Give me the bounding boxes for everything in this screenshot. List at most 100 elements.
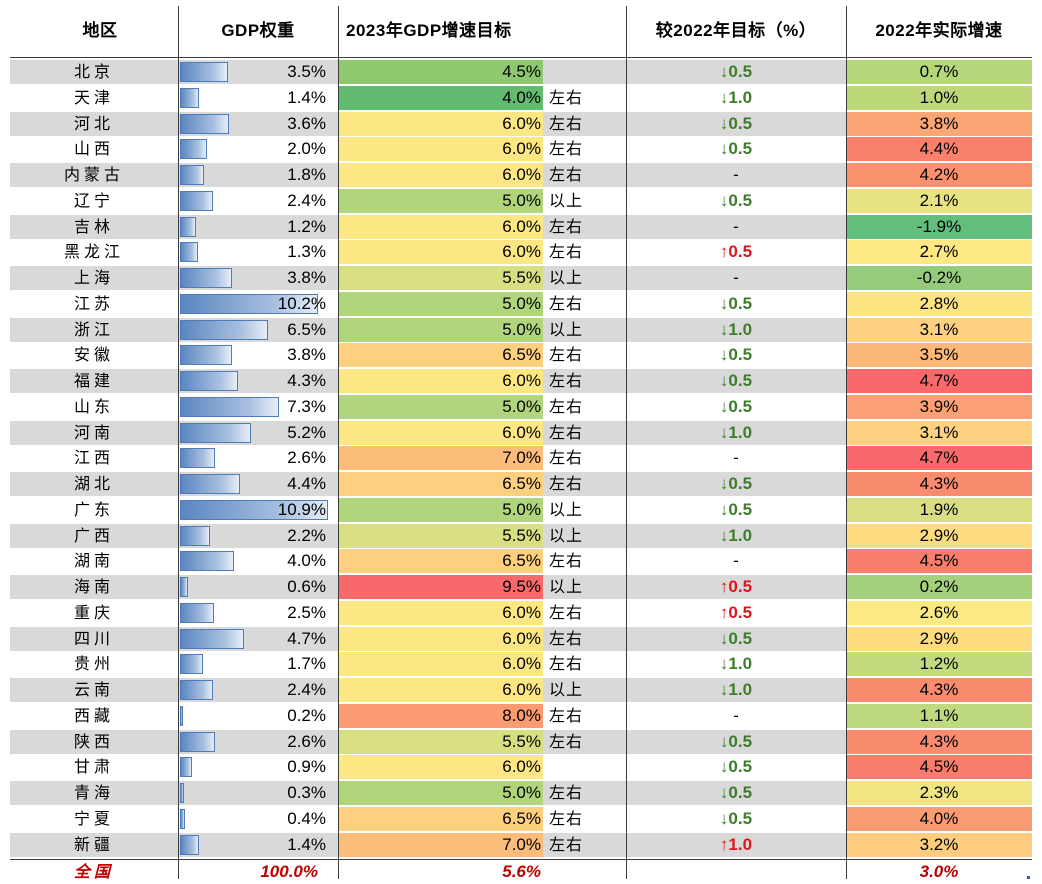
gdp-weight-cell: 4.4% (178, 472, 338, 496)
total-actual: 3.0% (919, 862, 959, 882)
change-value: 0.5 (728, 190, 753, 210)
change-vs-2022: ↓1.0 (626, 85, 846, 110)
change-vs-2022: ↓0.5 (626, 394, 846, 419)
target-qualifier: 左右 (543, 729, 626, 754)
gdp-weight-value: 1.4% (287, 87, 326, 107)
gdp-weight-value: 4.4% (287, 474, 326, 493)
region-name: 上海 (10, 266, 178, 290)
change-value: 1.0 (728, 87, 753, 107)
region-name: 北京 (10, 60, 178, 84)
change-vs-2022: ↓0.5 (626, 369, 846, 393)
change-value: - (733, 705, 739, 725)
gdp-weight-value: 1.4% (287, 834, 326, 854)
target-value: 6.0% (338, 755, 543, 780)
gdp-weight-cell: 2.0% (178, 137, 338, 162)
target-qualifier: 左右 (543, 240, 626, 265)
actual-growth-2022: -0.2% (846, 266, 1032, 290)
target-value: 6.5% (338, 806, 543, 831)
region-name: 陕西 (10, 729, 178, 754)
target-qualifier (543, 755, 626, 780)
target-qualifier: 左右 (543, 549, 626, 574)
region-name: 广东 (10, 497, 178, 522)
weight-bar (180, 757, 193, 778)
target-value: 8.0% (338, 703, 543, 728)
target-qualifier: 左右 (543, 343, 626, 368)
target-value: 6.0% (338, 163, 543, 187)
weight-bar (180, 371, 239, 391)
target-value: 6.5% (338, 549, 543, 574)
weight-bar (180, 783, 185, 803)
gdp-weight-cell: 7.3% (178, 394, 338, 419)
actual-growth-2022: 0.7% (846, 60, 1032, 84)
weight-bar (180, 680, 213, 700)
gdp-weight-cell: 1.3% (178, 240, 338, 265)
target-value: 5.0% (338, 317, 543, 342)
actual-growth-2022: 2.3% (846, 781, 1032, 805)
target-qualifier: 左右 (543, 703, 626, 728)
region-name: 河南 (10, 420, 178, 445)
weight-bar (180, 654, 204, 675)
gdp-weight-value: 3.6% (287, 113, 326, 133)
change-vs-2022: ↑0.5 (626, 600, 846, 625)
arrow-down-icon: ↓ (719, 113, 729, 133)
gdp-weight-cell: 3.5% (178, 60, 338, 84)
gdp-weight-cell: 0.2% (178, 703, 338, 728)
weight-bar (180, 190, 213, 211)
corner-marker (1027, 876, 1030, 879)
change-vs-2022: ↓0.5 (626, 291, 846, 316)
actual-growth-2022: 4.0% (846, 806, 1032, 831)
target-value: 6.0% (338, 214, 543, 239)
change-value: 0.5 (728, 602, 753, 622)
gdp-weight-cell: 4.7% (178, 626, 338, 651)
gdp-weight-cell: 3.8% (178, 266, 338, 290)
gdp-weight-cell: 5.2% (178, 420, 338, 445)
change-vs-2022: ↓0.5 (626, 729, 846, 754)
weight-bar (180, 113, 229, 134)
target-qualifier: 左右 (543, 600, 626, 625)
row-divider (10, 859, 1032, 861)
gdp-weight-cell: 2.4% (178, 188, 338, 213)
actual-growth-2022: 4.4% (846, 137, 1032, 162)
gdp-weight-cell: 1.2% (178, 214, 338, 239)
arrow-down-icon: ↓ (719, 422, 729, 442)
change-value: - (733, 165, 739, 184)
change-vs-2022: ↓0.5 (626, 137, 846, 162)
total-region: 全国 (73, 862, 114, 882)
header-weight: GDP权重 (221, 20, 295, 40)
arrow-down-icon: ↓ (719, 190, 729, 210)
change-value: 0.5 (728, 139, 753, 159)
target-value: 6.0% (338, 111, 543, 136)
region-name: 山西 (10, 137, 178, 162)
region-name: 广西 (10, 523, 178, 548)
gdp-weight-cell: 4.0% (178, 549, 338, 574)
arrow-down-icon: ↓ (719, 525, 729, 545)
change-value: 0.5 (728, 62, 753, 81)
target-value: 5.5% (338, 523, 543, 548)
target-value: 6.5% (338, 472, 543, 496)
target-qualifier: 以上 (543, 678, 626, 702)
total-weight: 100.0% (260, 862, 318, 882)
change-vs-2022: - (626, 703, 846, 728)
region-name: 湖南 (10, 549, 178, 574)
target-value: 6.0% (338, 600, 543, 625)
weight-bar (180, 216, 197, 237)
change-value: 1.0 (728, 680, 753, 699)
weight-bar (180, 87, 199, 108)
arrow-up-icon: ↑ (719, 577, 729, 596)
weight-bar (180, 731, 216, 752)
region-name: 云南 (10, 678, 178, 702)
column-divider (178, 6, 179, 879)
change-value: 1.0 (728, 654, 753, 674)
target-qualifier: 左右 (543, 137, 626, 162)
gdp-weight-cell: 1.8% (178, 163, 338, 187)
gdp-weight-cell: 10.9% (178, 497, 338, 522)
column-divider (846, 6, 847, 879)
change-value: 1.0 (728, 422, 753, 442)
region-name: 天津 (10, 85, 178, 110)
gdp-weight-cell: 2.6% (178, 729, 338, 754)
arrow-down-icon: ↓ (719, 499, 729, 519)
actual-growth-2022: 4.5% (846, 549, 1032, 574)
weight-bar (180, 834, 199, 855)
change-vs-2022: ↓1.0 (626, 420, 846, 445)
target-value: 6.0% (338, 420, 543, 445)
